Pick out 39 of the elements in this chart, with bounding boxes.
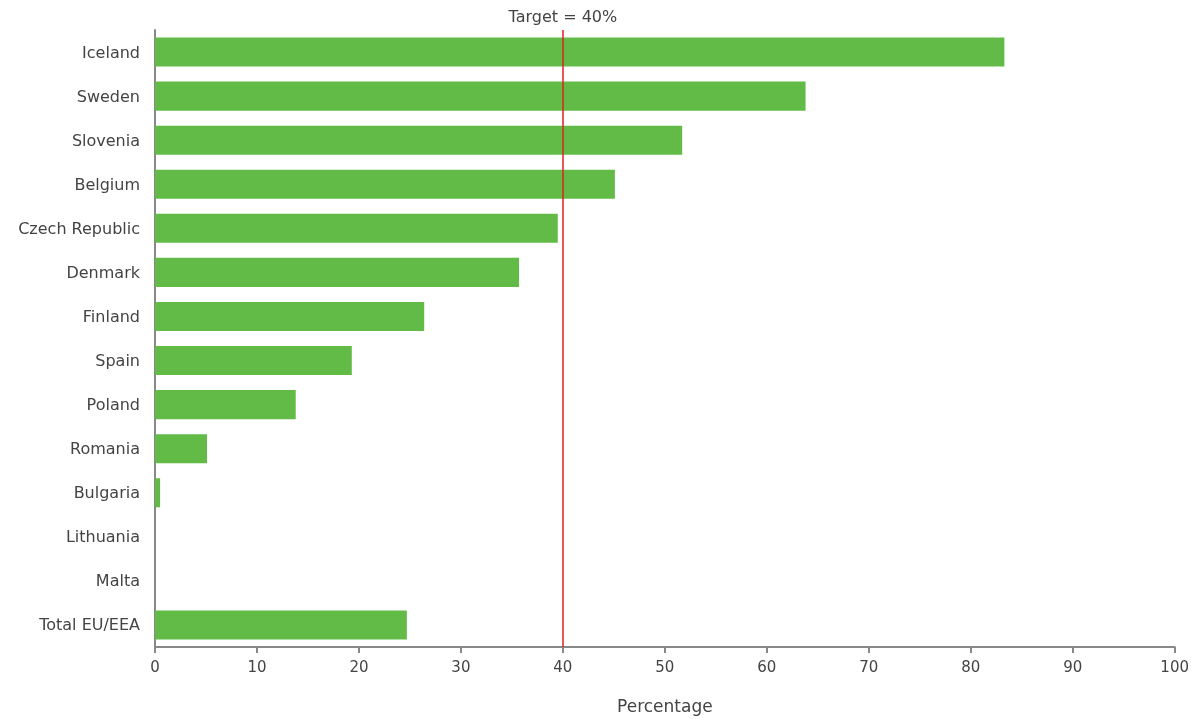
y-tick-label: Lithuania — [65, 527, 140, 547]
y-tick-label: Romania — [70, 439, 140, 459]
bar — [155, 301, 425, 332]
x-tick-label: 70 — [859, 657, 879, 676]
x-tick-label: 60 — [757, 657, 777, 676]
bar — [155, 125, 683, 155]
x-tick-label: 80 — [961, 657, 981, 676]
y-tick-label: Iceland — [82, 42, 140, 62]
bar — [155, 478, 161, 508]
y-tick-label: Sweden — [76, 86, 140, 106]
y-tick-label: Denmark — [66, 262, 141, 282]
bar — [155, 37, 1005, 67]
y-tick-label: Slovenia — [71, 130, 140, 150]
bar — [155, 213, 558, 243]
x-tick-label: 100 — [1160, 657, 1190, 676]
y-tick-label: Belgium — [74, 174, 140, 194]
x-tick-label: 90 — [1063, 657, 1083, 676]
x-tick-label: 0 — [150, 657, 160, 676]
bar — [155, 434, 207, 464]
bar — [155, 610, 407, 640]
bar — [155, 169, 615, 199]
x-tick-label: 20 — [349, 657, 369, 676]
y-tick-label: Czech Republic — [18, 218, 140, 238]
bar — [155, 345, 352, 376]
x-tick-label: 30 — [451, 657, 471, 676]
x-tick-label: 40 — [553, 657, 573, 676]
x-tick-label: 50 — [655, 657, 675, 676]
y-tick-label: Finland — [82, 306, 140, 326]
y-tick-label: Total EU/EEA — [38, 615, 141, 635]
x-tick-label: 10 — [247, 657, 267, 676]
x-axis-title: Percentage — [617, 695, 713, 716]
bar — [155, 390, 296, 420]
y-tick-label: Poland — [86, 395, 140, 415]
y-tick-label: Bulgaria — [73, 483, 140, 503]
y-tick-label: Malta — [95, 571, 140, 591]
bar — [155, 81, 806, 111]
bar — [155, 257, 520, 287]
ref-line-label: Target = 40% — [507, 6, 618, 26]
y-tick-label: Spain — [95, 351, 140, 371]
